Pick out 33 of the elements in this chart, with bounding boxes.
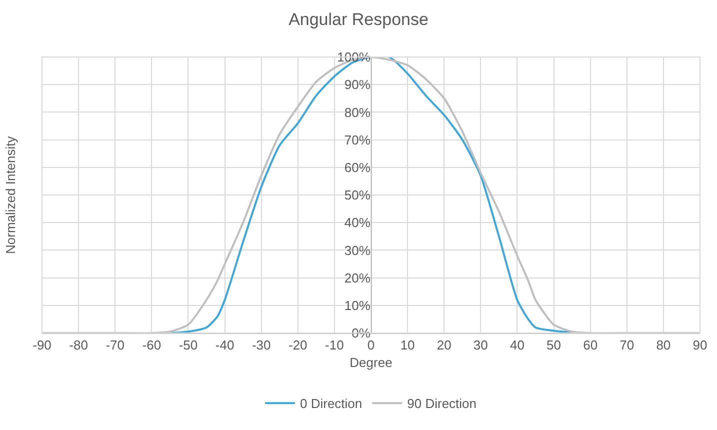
- x-tick-label: -80: [69, 338, 88, 353]
- x-tick-label: -90: [32, 338, 52, 353]
- y-tick-label: 80%: [344, 104, 371, 120]
- x-tick-label: -20: [288, 338, 308, 353]
- legend-label: 90 Direction: [407, 396, 477, 412]
- x-tick-label: -30: [252, 338, 271, 353]
- y-tick-label: 60%: [344, 160, 371, 175]
- x-tick-label: 50: [546, 338, 562, 353]
- x-tick-label: 10: [400, 338, 415, 353]
- y-axis-title: Normalized Intensity: [3, 136, 18, 254]
- y-tick-label: 90%: [344, 77, 371, 92]
- chart-title: Angular Response: [288, 10, 428, 29]
- y-tick-label: 40%: [344, 215, 371, 230]
- x-tick-label: 60: [583, 338, 598, 353]
- x-tick-label: 30: [473, 338, 488, 353]
- y-tick-label: 10%: [344, 298, 371, 313]
- y-tick-label: 50%: [344, 188, 371, 203]
- legend-label: 0 Direction: [300, 396, 362, 412]
- x-tick-label: -70: [106, 338, 125, 353]
- x-tick-label: -10: [325, 338, 344, 353]
- x-tick-label: 0: [367, 338, 375, 353]
- x-tick-label: 80: [656, 338, 671, 353]
- x-axis-title: Degree: [350, 355, 392, 370]
- y-tick-label: 30%: [344, 242, 371, 258]
- x-tick-label: -50: [178, 338, 198, 353]
- x-tick-label: 40: [510, 338, 524, 353]
- y-tick-label: 70%: [344, 132, 371, 148]
- x-tick-label: 90: [692, 338, 708, 353]
- y-tick-label: 20%: [344, 270, 371, 286]
- x-tick-label: -60: [142, 338, 162, 353]
- x-tick-label: -40: [215, 338, 234, 353]
- x-tick-label: 20: [436, 338, 452, 353]
- x-tick-label: 70: [620, 338, 634, 353]
